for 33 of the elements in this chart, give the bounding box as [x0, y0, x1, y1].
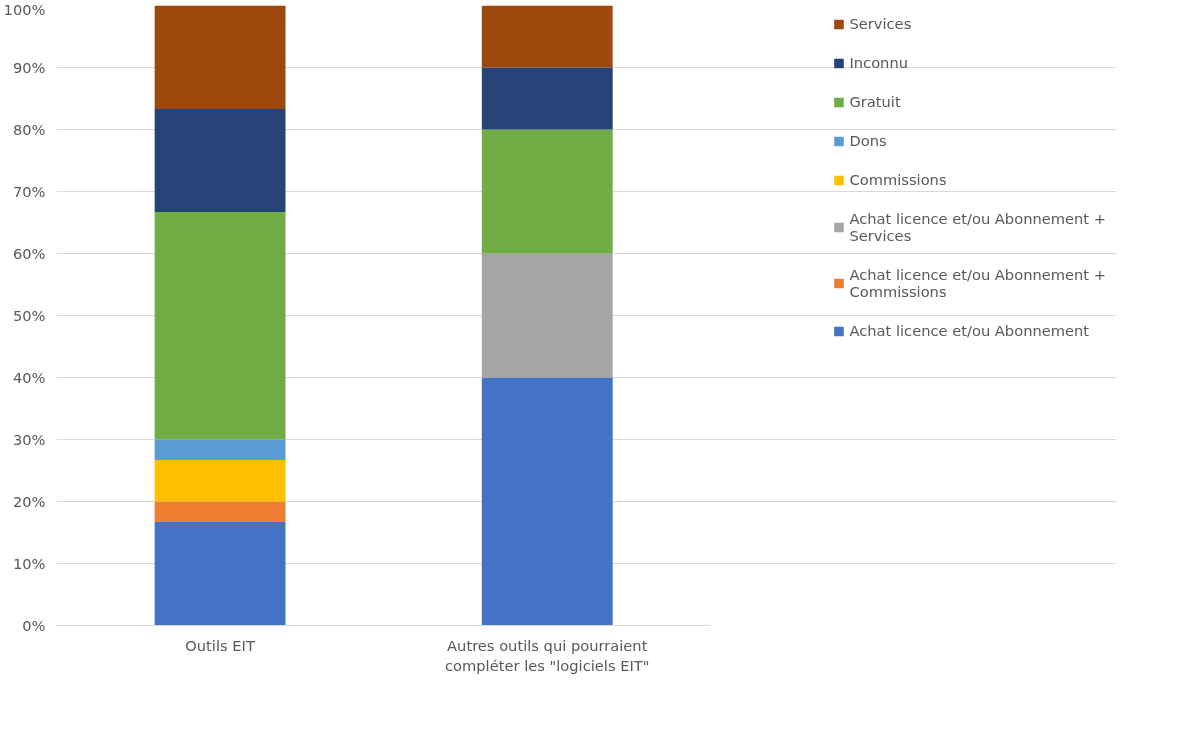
- bar: [481, 129, 613, 254]
- bar: [154, 521, 286, 626]
- y-tick-label: 100%: [3, 0, 46, 18]
- y-tick-label: 80%: [12, 121, 46, 138]
- y-tick-label: 10%: [12, 555, 46, 572]
- legend-label: Gratuit: [849, 93, 901, 110]
- legend-label: Achat licence et/ou Abonnement + Commissions: [849, 266, 1106, 300]
- y-tick-label: 20%: [12, 493, 46, 510]
- bar: [154, 459, 286, 502]
- legend-label: Dons: [849, 132, 887, 149]
- y-tick-label: 60%: [12, 245, 46, 262]
- y-tick-label: 90%: [12, 59, 46, 76]
- legend-label: Services: [849, 15, 912, 32]
- bar: [481, 377, 613, 626]
- bar: [481, 5, 613, 68]
- y-tick-label: 30%: [12, 431, 46, 448]
- y-tick-label: 50%: [12, 307, 46, 324]
- y-tick-label: 0%: [22, 617, 46, 634]
- x-tick-label: Autres outils qui pourraient compléter les "logiciels EIT": [445, 636, 650, 674]
- x-tick-label: Outils EIT: [185, 636, 255, 654]
- bar: [154, 501, 286, 522]
- y-tick-label: 40%: [12, 369, 46, 386]
- bar: [154, 109, 286, 212]
- legend-label: Achat licence et/ou Abonnement: [849, 322, 1090, 339]
- legend-label: Achat licence et/ou Abonnement + Services: [849, 210, 1106, 244]
- bar: [154, 211, 286, 440]
- bar: [481, 253, 613, 378]
- y-tick-label: 70%: [12, 183, 46, 200]
- legend-label: Commissions: [849, 171, 947, 188]
- bar: [481, 67, 613, 130]
- bar: [154, 5, 286, 110]
- legend-label: Inconnu: [849, 54, 908, 71]
- bar: [154, 439, 286, 460]
